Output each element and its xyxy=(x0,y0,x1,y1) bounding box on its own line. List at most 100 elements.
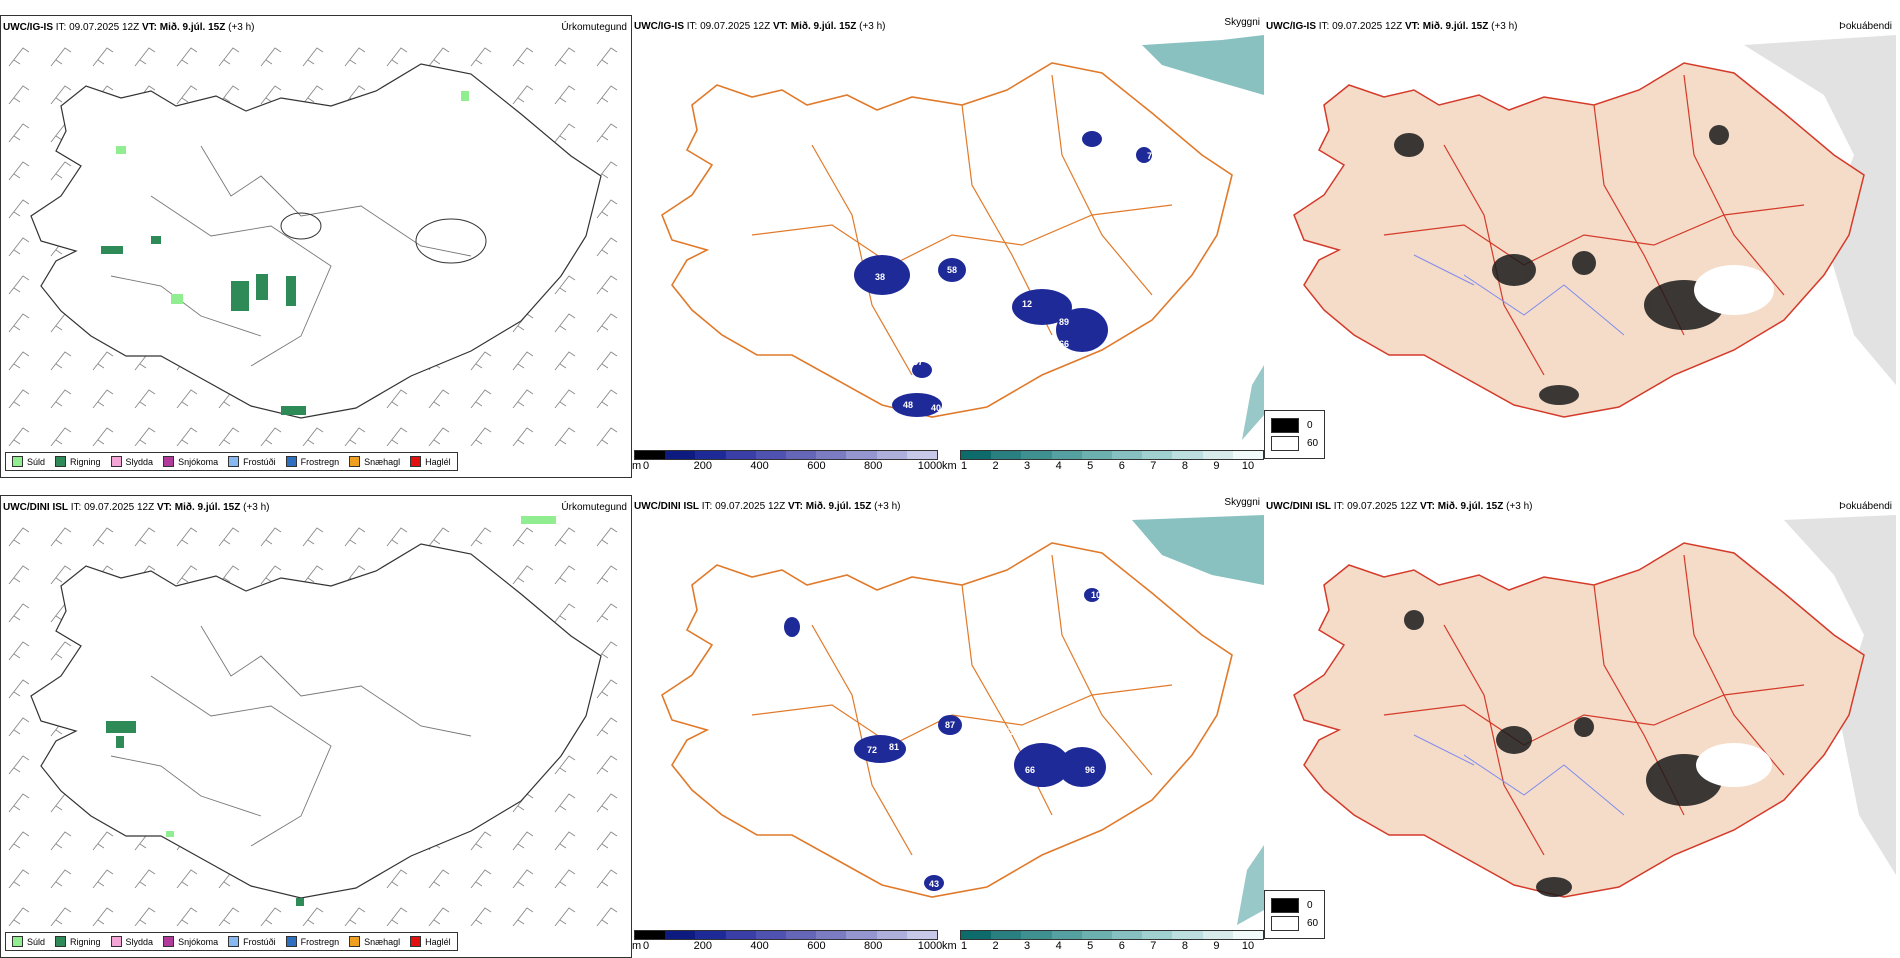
legend-item: Súld xyxy=(12,456,45,467)
colorbar-tick: 6 xyxy=(1118,460,1125,472)
colorbar-tick: 200 xyxy=(693,940,712,952)
legend-swatch xyxy=(55,456,67,467)
colorbar-tick: 9 xyxy=(1213,940,1220,952)
legend-item: Slydda xyxy=(110,936,153,947)
legend-item: Frostúði xyxy=(228,936,276,947)
panel-header: UWC/DINI ISL IT: 09.07.2025 12Z VT: Mið.… xyxy=(634,497,1260,512)
legend-item: Snæhagl xyxy=(349,456,400,467)
field-name: Þokuábendi xyxy=(1839,501,1892,512)
colorbar-tick: 9 xyxy=(1213,460,1220,472)
svg-text:153: 153 xyxy=(1002,287,1017,297)
colorbars: m 0 200 400 600 800 1000 km 1 2 3 4 5 6 7 8 9 10 xyxy=(632,928,1264,958)
legend-item: Haglél xyxy=(410,936,451,947)
colorbar-tick: 1 xyxy=(960,940,968,952)
colorbar-tick: 10 xyxy=(1241,940,1255,952)
legend-item: Snæhagl xyxy=(349,936,400,947)
legend-item: Rigning xyxy=(55,936,101,947)
fog-legend: 0 60 xyxy=(1264,410,1326,459)
svg-text:58: 58 xyxy=(947,265,957,275)
svg-text:72: 72 xyxy=(867,745,877,755)
legend-swatch xyxy=(163,456,175,467)
svg-text:87: 87 xyxy=(945,720,955,730)
colorbar-tick: 1000 xyxy=(917,940,943,952)
legend-item: Frostregn xyxy=(285,936,339,947)
svg-text:89: 89 xyxy=(1059,317,1069,327)
legend-swatch xyxy=(349,456,361,467)
legend-swatch xyxy=(285,936,297,947)
visibility-colorbar xyxy=(960,450,1264,460)
legend-swatch xyxy=(285,456,297,467)
fog-swatch xyxy=(1271,898,1299,913)
legend-swatch xyxy=(12,456,23,467)
model-name: UWC/IG-IS xyxy=(3,22,53,33)
legend-item: Snjókoma xyxy=(163,936,218,947)
legend-swatch xyxy=(228,936,240,947)
colorbar-tick: 7 xyxy=(1150,460,1157,472)
colorbar-tick: 7 xyxy=(1150,940,1157,952)
colorbar-tick: 2 xyxy=(992,940,999,952)
colorbar-tick: 800 xyxy=(864,940,883,952)
panel-header: UWC/DINI ISL IT: 09.07.2025 12Z VT: Mið.… xyxy=(1266,501,1892,512)
colorbar-tick: 1 xyxy=(960,460,968,472)
colorbar-tick: 2 xyxy=(992,460,999,472)
panel-header: UWC/DINI ISL IT: 09.07.2025 12Z VT: Mið.… xyxy=(3,502,627,513)
legend-swatch xyxy=(12,936,23,947)
fog-panel-row1: UWC/IG-IS IT: 09.07.2025 12Z VT: Mið. 9.… xyxy=(1264,15,1896,478)
colorbar-tick: 3 xyxy=(1024,940,1031,952)
iceland-map xyxy=(1,516,631,926)
legend-swatch xyxy=(410,936,422,947)
svg-text:48: 48 xyxy=(903,400,913,410)
panel-header: UWC/IG-IS IT: 09.07.2025 12Z VT: Mið. 9.… xyxy=(3,22,627,33)
svg-text:70: 70 xyxy=(1147,151,1157,161)
svg-text:12: 12 xyxy=(1022,299,1032,309)
panel-header: UWC/IG-IS IT: 09.07.2025 12Z VT: Mið. 9.… xyxy=(634,17,1260,32)
legend-item: Slydda xyxy=(110,456,153,467)
fog-swatch xyxy=(1271,436,1299,451)
colorbar-tick: 1000 xyxy=(917,460,943,472)
coastline xyxy=(30,63,602,419)
valid-time: Mið. 9.júl. 15Z xyxy=(159,22,226,33)
precip-type-legend: Súld Rigning Slydda Snjókoma Frostúði Frostre… xyxy=(5,932,458,951)
colorbar-tick: 600 xyxy=(807,460,826,472)
fog-legend: 0 60 xyxy=(1264,890,1326,939)
legend-item: Snjókoma xyxy=(163,456,218,467)
field-name: Úrkomutegund xyxy=(561,22,627,33)
fog-swatch xyxy=(1271,916,1299,931)
colorbar-tick: 10 xyxy=(1241,460,1255,472)
cloud-base-labels: 72 81 87 66 96 55 43 10 xyxy=(867,590,1101,889)
svg-text:81: 81 xyxy=(889,742,899,752)
iceland-map xyxy=(1,36,631,446)
precip-type-panel-row2: UWC/DINI ISL IT: 09.07.2025 12Z VT: Mið.… xyxy=(0,495,632,958)
iceland-map xyxy=(1293,35,1896,418)
colorbar-tick: 5 xyxy=(1087,940,1094,952)
colorbar-tick: 400 xyxy=(750,940,769,952)
legend-item: Frostúði xyxy=(228,456,276,467)
cloudbase-colorbar xyxy=(634,450,938,460)
lead-time: (+3 h) xyxy=(228,22,255,33)
svg-text:66: 66 xyxy=(1025,765,1035,775)
legend-swatch xyxy=(55,936,67,947)
visibility-panel-row1: UWC/IG-IS IT: 09.07.2025 12Z VT: Mið. 9.… xyxy=(632,15,1264,478)
colorbar-tick: 6 xyxy=(1118,940,1125,952)
svg-text:57: 57 xyxy=(913,357,923,367)
iceland-map: 38 58 153 12 89 66 57 48 40 70 xyxy=(661,35,1264,440)
svg-text:66: 66 xyxy=(1059,339,1069,349)
fog-swatch xyxy=(1271,418,1299,433)
field-name: Skyggni xyxy=(1224,17,1260,28)
visibility-colorbar xyxy=(960,930,1264,940)
svg-text:38: 38 xyxy=(875,272,885,282)
precip-type-panel-row1: UWC/IG-IS IT: 09.07.2025 12Z VT: Mið. 9.… xyxy=(0,15,632,478)
legend-item: Haglél xyxy=(410,456,451,467)
iceland-map xyxy=(1293,515,1896,898)
colorbar-tick: 600 xyxy=(807,940,826,952)
legend-swatch xyxy=(110,456,122,467)
legend-swatch xyxy=(349,936,361,947)
legend-swatch xyxy=(163,936,175,947)
svg-text:40: 40 xyxy=(931,403,941,413)
colorbar-tick: 200 xyxy=(693,460,712,472)
field-name: Þokuábendi xyxy=(1839,21,1892,32)
colorbar-tick: 400 xyxy=(750,460,769,472)
legend-swatch xyxy=(228,456,240,467)
cloud-base-labels: 38 58 153 12 89 66 57 48 40 70 xyxy=(875,151,1157,413)
colorbar-tick: 0 xyxy=(642,940,650,952)
